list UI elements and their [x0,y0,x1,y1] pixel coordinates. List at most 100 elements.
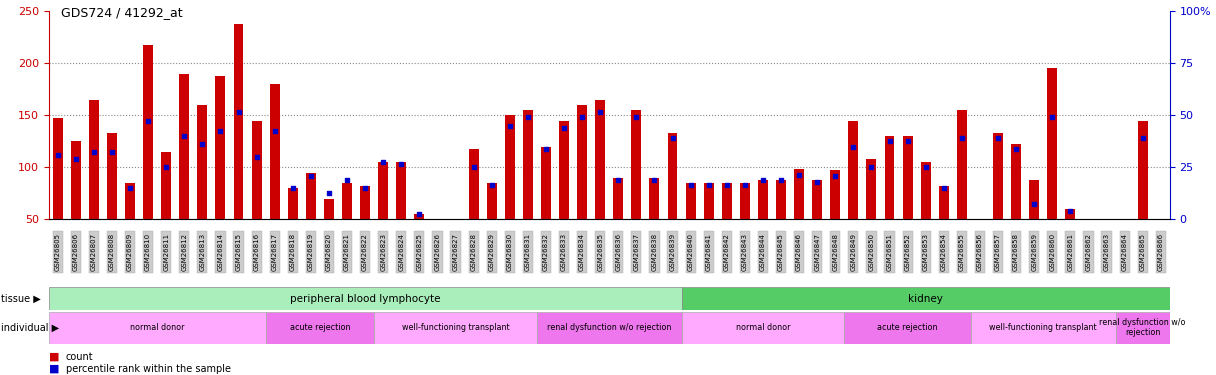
Text: GSM26828: GSM26828 [471,233,477,271]
Text: GSM26835: GSM26835 [597,233,603,271]
Bar [686,183,696,219]
Point [1152,253,1171,259]
Point [934,185,953,191]
Bar [1115,312,1170,344]
Text: GSM26824: GSM26824 [399,233,404,271]
Bar [49,287,681,310]
Text: tissue ▶: tissue ▶ [1,294,41,303]
Point [247,154,266,160]
Point [102,149,122,155]
Bar [559,120,569,219]
Point [1024,201,1043,207]
Bar [71,141,80,219]
Point [916,164,935,170]
Bar [306,172,316,219]
Point [573,114,592,120]
Bar [433,219,443,245]
Text: GSM26861: GSM26861 [1068,233,1074,271]
Bar [265,312,375,344]
Text: GSM26805: GSM26805 [55,233,61,271]
Text: GSM26826: GSM26826 [434,233,440,271]
Point [952,135,972,141]
Point [626,114,646,120]
Text: GSM26849: GSM26849 [850,233,856,271]
Bar [523,110,533,219]
Text: GSM26836: GSM26836 [615,233,621,271]
Bar [975,219,985,249]
Bar [415,214,424,219]
Text: GSM26838: GSM26838 [652,233,658,271]
Bar [233,24,243,219]
Text: GSM26840: GSM26840 [687,233,693,271]
Text: GSM26843: GSM26843 [742,233,748,271]
Bar [668,133,677,219]
Text: GSM26830: GSM26830 [507,233,513,271]
Bar [89,100,98,219]
Text: GSM26850: GSM26850 [868,233,874,271]
Point [446,242,466,248]
Point [753,177,772,183]
Text: GDS724 / 41292_at: GDS724 / 41292_at [61,6,182,19]
Text: GSM26814: GSM26814 [218,233,224,271]
Point [302,172,321,178]
Text: renal dysfunction w/o rejection: renal dysfunction w/o rejection [547,323,671,332]
Point [644,177,664,183]
Bar [649,178,659,219]
Text: well-functioning transplant: well-functioning transplant [990,323,1097,332]
Bar [360,186,370,219]
Bar [831,171,840,219]
Bar [794,170,804,219]
Text: ■: ■ [49,352,60,362]
Bar [1047,69,1057,219]
Text: GSM26832: GSM26832 [542,233,548,271]
Point [518,114,537,120]
Point [428,242,447,248]
Text: GSM26839: GSM26839 [670,233,676,271]
Point [736,182,755,188]
Text: GSM26813: GSM26813 [199,233,206,271]
Point [120,185,140,191]
Text: GSM26812: GSM26812 [181,233,187,271]
Text: GSM26845: GSM26845 [778,233,784,271]
Point [970,248,990,254]
Text: well-functioning transplant: well-functioning transplant [401,323,510,332]
Text: GSM26815: GSM26815 [236,233,242,271]
Text: renal dysfunction w/o
rejection: renal dysfunction w/o rejection [1099,318,1186,337]
Point [699,182,719,188]
Bar [631,110,641,219]
Text: GSM26852: GSM26852 [905,233,911,271]
Text: percentile rank within the sample: percentile rank within the sample [66,364,231,374]
Point [210,128,230,134]
Bar [921,162,930,219]
Bar [143,45,153,219]
Bar [739,183,750,219]
Text: GSM26864: GSM26864 [1121,233,1127,271]
Bar [197,105,207,219]
Point [663,135,682,141]
Point [482,182,501,188]
Text: GSM26866: GSM26866 [1158,233,1164,271]
Text: GSM26859: GSM26859 [1031,233,1037,271]
Point [463,164,483,170]
Point [157,164,176,170]
Point [844,144,863,150]
Text: GSM26851: GSM26851 [886,233,893,271]
Text: GSM26816: GSM26816 [254,233,259,271]
Text: GSM26847: GSM26847 [815,233,820,271]
Bar [215,76,225,219]
Text: GSM26858: GSM26858 [1013,233,1019,271]
Text: GSM26837: GSM26837 [634,233,640,271]
Text: GSM26831: GSM26831 [525,233,531,271]
Point [826,172,845,178]
Text: kidney: kidney [908,294,944,303]
Bar [52,118,63,219]
Bar [613,178,624,219]
Bar [396,162,406,219]
Text: GSM26862: GSM26862 [1086,233,1092,271]
Bar [270,84,280,219]
Bar [1029,180,1040,219]
Text: GSM26844: GSM26844 [760,233,766,271]
Point [897,138,917,144]
Text: normal donor: normal donor [736,323,790,332]
Bar [288,188,298,219]
